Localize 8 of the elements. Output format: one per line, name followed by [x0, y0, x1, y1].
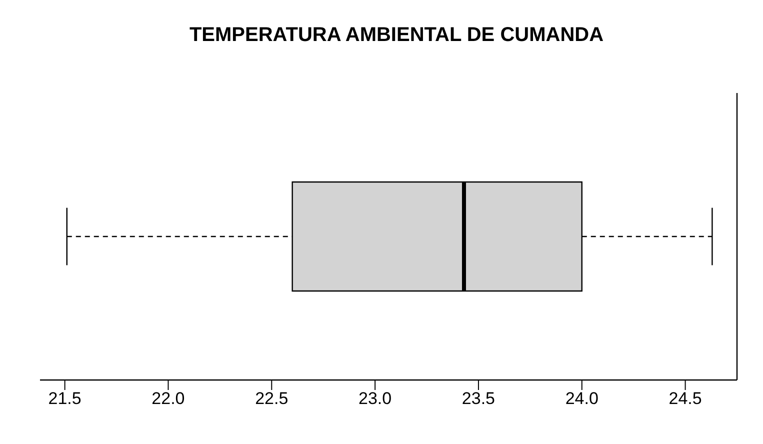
x-tick-label: 24.5	[668, 389, 702, 408]
x-tick-label: 22.5	[255, 389, 288, 408]
x-tick-label: 23.5	[462, 389, 496, 408]
x-tick-label: 22.0	[152, 389, 185, 408]
chart-title: TEMPERATURA AMBIENTAL DE CUMANDA	[188, 24, 605, 47]
x-tick-label: 24.0	[565, 389, 598, 408]
x-tick-label: 21.5	[48, 389, 82, 408]
x-tick-label: 23.0	[358, 389, 392, 408]
